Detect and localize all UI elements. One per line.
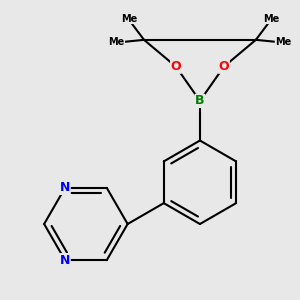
Text: B: B — [195, 94, 205, 107]
Text: Me: Me — [121, 14, 137, 23]
Text: Me: Me — [263, 14, 279, 23]
Text: O: O — [171, 60, 181, 73]
Text: Me: Me — [108, 37, 124, 47]
Text: O: O — [219, 60, 229, 73]
Text: N: N — [60, 254, 70, 267]
Text: Me: Me — [275, 37, 292, 47]
Text: N: N — [60, 182, 70, 194]
